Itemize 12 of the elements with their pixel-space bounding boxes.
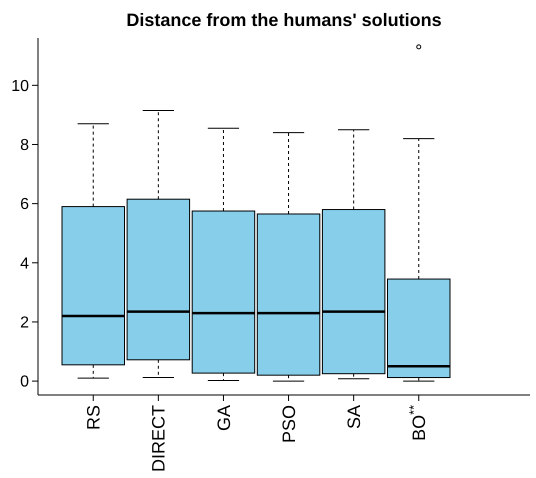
y-tick-label: 2 (20, 314, 30, 332)
chart-title: Distance from the humans' solutions (126, 10, 442, 30)
x-tick-label: PSO (278, 405, 299, 444)
x-tick-label: SA (344, 405, 364, 430)
x-tick-label: DIRECT (148, 404, 169, 472)
y-tick-label: 0 (20, 374, 30, 391)
y-tick-label: 6 (20, 196, 30, 214)
y-tick-label: 4 (20, 255, 30, 272)
x-tick-label: GA (214, 405, 234, 432)
y-tick-label: 10 (11, 78, 30, 95)
y-tick-label: 8 (20, 137, 30, 154)
x-tick-label: RS (84, 405, 104, 430)
